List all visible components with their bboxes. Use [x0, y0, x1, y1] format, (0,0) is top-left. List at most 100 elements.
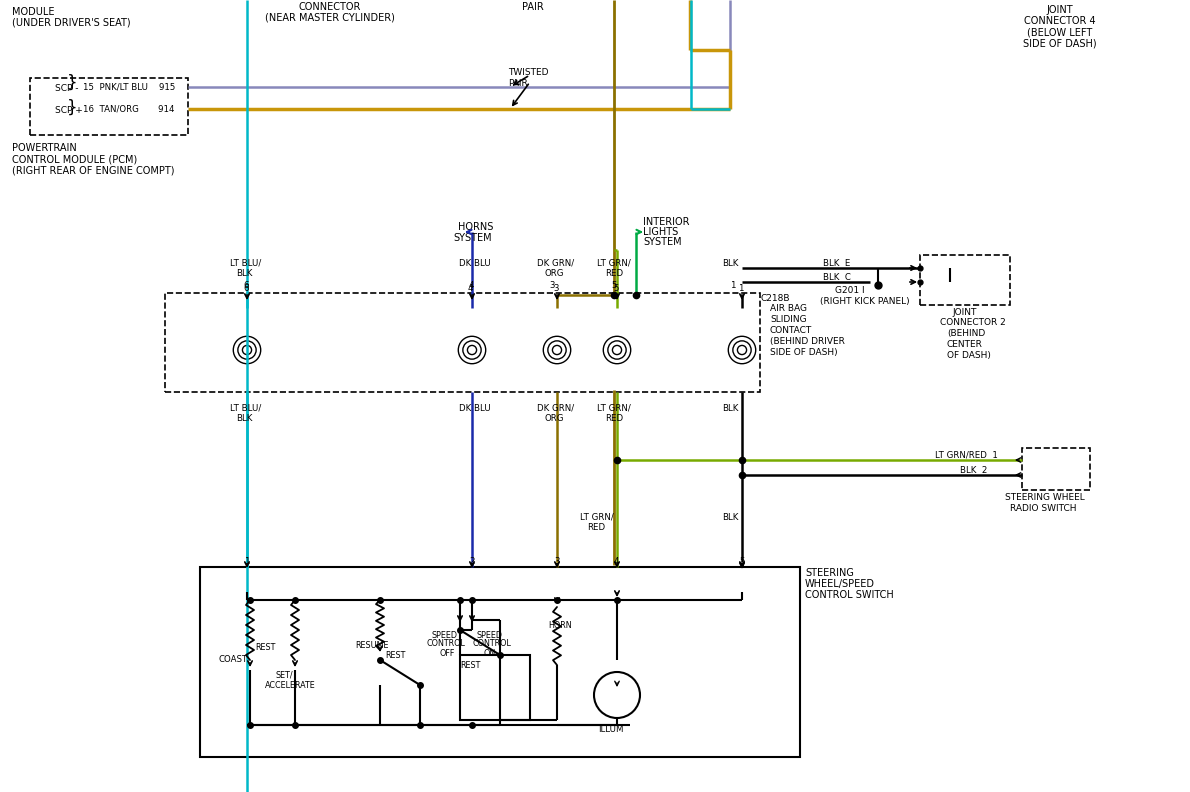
- Text: LT BLU/: LT BLU/: [230, 258, 262, 268]
- Text: PAIR: PAIR: [522, 2, 544, 12]
- Text: SPEED: SPEED: [432, 630, 458, 639]
- Text: PAIR: PAIR: [508, 78, 527, 87]
- Text: BLK: BLK: [722, 258, 738, 268]
- Text: JOINT: JOINT: [952, 307, 976, 317]
- Text: LT BLU/: LT BLU/: [230, 403, 262, 413]
- Text: 3: 3: [553, 284, 558, 292]
- Text: MODULE: MODULE: [12, 7, 55, 17]
- Text: CONTACT: CONTACT: [770, 326, 813, 334]
- Text: 6: 6: [243, 280, 249, 290]
- Text: (RIGHT REAR OF ENGINE COMPT): (RIGHT REAR OF ENGINE COMPT): [12, 165, 175, 175]
- Bar: [200, 567, 800, 757]
- Text: 4: 4: [469, 280, 475, 290]
- Text: CENTER: CENTER: [947, 340, 983, 348]
- Text: LT GRN/: LT GRN/: [580, 512, 614, 521]
- Text: (RIGHT KICK PANEL): (RIGHT KICK PANEL): [820, 296, 909, 306]
- Text: POWERTRAIN: POWERTRAIN: [12, 143, 76, 153]
- Text: LIGHTS: LIGHTS: [643, 227, 678, 237]
- Text: CONNECTOR 2: CONNECTOR 2: [940, 318, 1006, 326]
- Text: RED: RED: [605, 268, 624, 277]
- Bar: [1022, 448, 1090, 490]
- Text: AIR BAG: AIR BAG: [770, 303, 807, 313]
- Text: (NEAR MASTER CYLINDER): (NEAR MASTER CYLINDER): [265, 12, 395, 22]
- Text: BLK: BLK: [236, 268, 252, 277]
- Text: STEERING WHEEL: STEERING WHEEL: [1006, 493, 1085, 501]
- Text: LT GRN/: LT GRN/: [597, 403, 631, 413]
- Text: (BEHIND DRIVER: (BEHIND DRIVER: [770, 337, 845, 345]
- Text: DK GRN/: DK GRN/: [537, 258, 574, 268]
- Text: 5: 5: [739, 557, 745, 565]
- Text: 4: 4: [614, 557, 620, 565]
- Text: RADIO SWITCH: RADIO SWITCH: [1010, 504, 1077, 512]
- Text: 3: 3: [549, 280, 555, 290]
- Text: SET/: SET/: [275, 671, 293, 680]
- Text: SIDE OF DASH): SIDE OF DASH): [770, 348, 838, 356]
- Text: 4: 4: [468, 284, 474, 292]
- Bar: [461, 655, 530, 720]
- Text: 16  TAN/ORG       914: 16 TAN/ORG 914: [83, 105, 175, 113]
- Text: CONTROL MODULE (PCM): CONTROL MODULE (PCM): [12, 154, 137, 164]
- Text: OF DASH): OF DASH): [947, 351, 991, 360]
- Text: SPEED: SPEED: [477, 630, 503, 639]
- Text: ACCELERATE: ACCELERATE: [265, 680, 315, 690]
- Text: RED: RED: [587, 523, 606, 531]
- Text: }: }: [67, 99, 77, 117]
- Text: 1: 1: [729, 280, 735, 290]
- Text: DK BLU: DK BLU: [459, 258, 490, 268]
- Text: 3: 3: [555, 557, 559, 565]
- Text: ORG: ORG: [545, 268, 564, 277]
- Text: BLK: BLK: [236, 413, 252, 422]
- Text: BLK: BLK: [722, 403, 738, 413]
- Text: 2: 2: [469, 557, 475, 565]
- Text: RED: RED: [605, 413, 624, 422]
- Text: 5: 5: [610, 280, 616, 290]
- Text: INTERIOR: INTERIOR: [643, 217, 689, 227]
- Text: STEERING: STEERING: [804, 568, 854, 578]
- Text: WHEEL/SPEED: WHEEL/SPEED: [804, 579, 875, 589]
- Text: BLK  2: BLK 2: [960, 466, 988, 474]
- Text: BLK  E: BLK E: [823, 258, 851, 268]
- Text: REST: REST: [386, 650, 406, 660]
- Text: HORNS: HORNS: [458, 222, 494, 232]
- Text: 5: 5: [613, 284, 619, 292]
- Text: SYSTEM: SYSTEM: [643, 237, 682, 247]
- Text: 1: 1: [738, 284, 744, 292]
- Text: C218B: C218B: [760, 294, 790, 303]
- Text: LT GRN/RED  1: LT GRN/RED 1: [935, 451, 998, 459]
- Text: TWISTED: TWISTED: [508, 67, 549, 77]
- Text: SCP -: SCP -: [55, 83, 79, 93]
- Bar: [165, 293, 760, 392]
- Text: RESUME: RESUME: [355, 641, 388, 649]
- Bar: [920, 255, 1010, 305]
- Text: SIDE OF DASH): SIDE OF DASH): [1023, 38, 1097, 48]
- Text: ORG: ORG: [545, 413, 564, 422]
- Text: REST: REST: [461, 661, 481, 669]
- Text: G201 I: G201 I: [835, 285, 865, 295]
- Text: JOINT: JOINT: [1047, 5, 1073, 15]
- Text: SCP +: SCP +: [55, 105, 83, 115]
- Text: 6: 6: [243, 284, 249, 292]
- Text: }: }: [67, 74, 77, 92]
- Text: BLK  C: BLK C: [823, 272, 851, 281]
- Text: OFF: OFF: [440, 649, 456, 657]
- Text: SYSTEM: SYSTEM: [453, 233, 491, 243]
- Text: LT GRN/: LT GRN/: [597, 258, 631, 268]
- Text: 15  PNK/LT BLU    915: 15 PNK/LT BLU 915: [83, 82, 175, 92]
- Text: CONTROL SWITCH: CONTROL SWITCH: [804, 590, 894, 600]
- Text: ILLUM: ILLUM: [599, 725, 624, 734]
- Text: (UNDER DRIVER'S SEAT): (UNDER DRIVER'S SEAT): [12, 17, 131, 27]
- Text: CONTROL: CONTROL: [427, 639, 465, 649]
- Text: REST: REST: [255, 642, 275, 652]
- Text: DK BLU: DK BLU: [459, 403, 490, 413]
- Text: COAST: COAST: [218, 656, 248, 664]
- Bar: [30, 78, 188, 135]
- Text: 1: 1: [244, 557, 250, 565]
- Text: (BELOW LEFT: (BELOW LEFT: [1027, 27, 1092, 37]
- Text: DK GRN/: DK GRN/: [537, 403, 574, 413]
- Text: CONNECTOR 4: CONNECTOR 4: [1025, 16, 1096, 26]
- Text: ON: ON: [484, 649, 496, 657]
- Text: CONNECTOR: CONNECTOR: [299, 2, 362, 12]
- Text: HORN: HORN: [549, 620, 571, 630]
- Text: SLIDING: SLIDING: [770, 314, 807, 323]
- Text: BLK: BLK: [722, 512, 738, 521]
